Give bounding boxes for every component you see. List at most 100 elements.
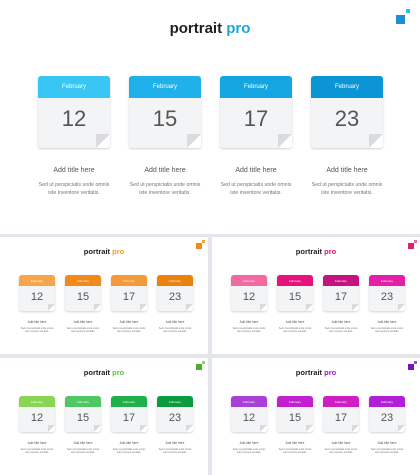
calendar-page-icon: February 15 bbox=[65, 396, 101, 432]
calendar-page-icon: February 23 bbox=[157, 396, 193, 432]
card-description-line: Sed ut perspiciatis unde omnis bbox=[66, 327, 100, 330]
card-description-line: Sed ut perspiciatis unde omnis bbox=[278, 448, 312, 451]
page-curl-cut bbox=[96, 134, 110, 148]
card-title: Add title here bbox=[53, 167, 95, 174]
card-description-line: iste inventore veritatis. bbox=[117, 330, 141, 334]
card-description: Sed ut perspiciatis unde omnis iste inven… bbox=[19, 448, 55, 455]
calendar-page-icon: February 23 bbox=[369, 275, 405, 311]
corner-square-large bbox=[408, 364, 414, 370]
calendar-month: February bbox=[111, 396, 147, 407]
card-title: Add title here bbox=[377, 441, 397, 445]
corner-square-small bbox=[414, 361, 417, 364]
card-description-line: iste inventore veritatis. bbox=[71, 451, 95, 455]
calendar-month: February bbox=[129, 76, 201, 98]
calendar-card: February 17 Add title here Sed ut perspicia… bbox=[323, 396, 359, 455]
slide-purple[interactable]: portrait pro February 12 Add title here Sed … bbox=[212, 358, 420, 475]
calendar-day: 17 bbox=[334, 290, 348, 303]
card-description-line: iste inventore veritatis. bbox=[25, 330, 49, 334]
card-description: Sed ut perspiciatis unde omnis iste inven… bbox=[369, 448, 405, 455]
card-title: Add title here bbox=[119, 441, 139, 445]
page-curl-cut bbox=[398, 425, 405, 432]
calendar-day: 15 bbox=[288, 290, 302, 303]
calendar-month: February bbox=[65, 396, 101, 407]
calendar-month: February bbox=[369, 275, 405, 286]
card-description: Sed ut perspiciatis unde omnis iste inven… bbox=[19, 327, 55, 334]
slide-green[interactable]: portrait pro February 12 Add title here Sed … bbox=[0, 358, 208, 475]
card-description-line: Sed ut perspiciatis unde omnis bbox=[370, 448, 404, 451]
calendar-day: 15 bbox=[152, 106, 178, 131]
card-description-line: Sed ut perspiciatis unde omnis bbox=[324, 327, 358, 330]
calendar-card: February 15 Add title here Sed ut perspicia… bbox=[277, 396, 313, 455]
card-title: Add title here bbox=[73, 320, 93, 324]
calendar-month: February bbox=[323, 275, 359, 286]
calendar-card: February 12 Add title here Sed ut perspicia… bbox=[19, 396, 55, 455]
card-description-line: Sed ut perspiciatis unde omnis bbox=[129, 182, 201, 188]
card-description-line: iste inventore veritatis. bbox=[139, 189, 191, 196]
page-curl-cut bbox=[48, 304, 55, 311]
page-curl-cut bbox=[94, 304, 101, 311]
calendar-page-icon: February 17 bbox=[323, 396, 359, 432]
card-description-line: Sed ut perspiciatis unde omnis bbox=[220, 182, 292, 188]
card-description-line: Sed ut perspiciatis unde omnis bbox=[311, 182, 383, 188]
calendar-day: 17 bbox=[334, 411, 348, 424]
calendar-card: February 23 Add title here Sed ut perspicia… bbox=[369, 275, 405, 334]
card-description-line: iste inventore veritatis. bbox=[375, 330, 399, 334]
page-curl-cut bbox=[306, 304, 313, 311]
card-title: Add title here bbox=[165, 441, 185, 445]
calendar-month: February bbox=[323, 396, 359, 407]
card-description-line: iste inventore veritatis. bbox=[237, 330, 261, 334]
page-curl-cut bbox=[352, 304, 359, 311]
card-description: Sed ut perspiciatis unde omnis iste inven… bbox=[65, 448, 101, 455]
card-description-line: Sed ut perspiciatis unde omnis bbox=[158, 327, 192, 330]
slide-main[interactable]: portrait pro February 12 Add title here Sed … bbox=[0, 0, 420, 234]
brand-title: portrait pro bbox=[0, 247, 208, 256]
calendar-month: February bbox=[38, 76, 110, 98]
card-description: Sed ut perspiciatis unde omnis iste inven… bbox=[231, 448, 267, 455]
calendar-month: February bbox=[157, 275, 193, 286]
card-title: Add title here bbox=[326, 167, 368, 174]
card-title: Add title here bbox=[239, 441, 259, 445]
card-description-line: iste inventore veritatis. bbox=[283, 451, 307, 455]
slide-pink[interactable]: portrait pro February 12 Add title here Sed … bbox=[212, 237, 420, 354]
card-description: Sed ut perspiciatis unde omnis iste inven… bbox=[323, 448, 359, 455]
card-title: Add title here bbox=[285, 320, 305, 324]
calendar-month: February bbox=[19, 275, 55, 286]
card-description-line: iste inventore veritatis. bbox=[329, 330, 353, 334]
calendar-month: February bbox=[19, 396, 55, 407]
corner-square-large bbox=[396, 15, 405, 24]
calendar-card: February 17 Add title here Sed ut perspicia… bbox=[111, 396, 147, 455]
page-curl-cut bbox=[140, 304, 147, 311]
card-description-line: iste inventore veritatis. bbox=[237, 451, 261, 455]
calendar-card: February 23 Add title here Sed ut perspicia… bbox=[311, 76, 383, 197]
calendar-month: February bbox=[277, 396, 313, 407]
card-description: Sed ut perspiciatis unde omnis iste inven… bbox=[311, 182, 383, 197]
card-description: Sed ut perspiciatis unde omnis iste inven… bbox=[157, 448, 193, 455]
brand-title: portrait pro bbox=[212, 247, 420, 256]
card-description: Sed ut perspiciatis unde omnis iste inven… bbox=[277, 448, 313, 455]
card-title: Add title here bbox=[119, 320, 139, 324]
card-title: Add title here bbox=[377, 320, 397, 324]
page-curl-cut bbox=[260, 304, 267, 311]
card-description-line: iste inventore veritatis. bbox=[375, 451, 399, 455]
card-description-line: Sed ut perspiciatis unde omnis bbox=[370, 327, 404, 330]
card-description-line: iste inventore veritatis. bbox=[48, 189, 100, 196]
card-description-line: iste inventore veritatis. bbox=[25, 451, 49, 455]
calendar-card: February 12 Add title here Sed ut perspicia… bbox=[231, 275, 267, 334]
card-description-line: Sed ut perspiciatis unde omnis bbox=[232, 448, 266, 451]
brand-word: portrait bbox=[83, 368, 111, 377]
card-title: Add title here bbox=[165, 320, 185, 324]
calendar-card: February 23 Add title here Sed ut perspicia… bbox=[157, 396, 193, 455]
slide-orange[interactable]: portrait pro February 12 Add title here Sed … bbox=[0, 237, 208, 354]
card-description-line: iste inventore veritatis. bbox=[163, 451, 187, 455]
calendar-card: February 15 Add title here Sed ut perspicia… bbox=[277, 275, 313, 334]
page-curl-cut bbox=[369, 134, 383, 148]
card-description: Sed ut perspiciatis unde omnis iste inven… bbox=[157, 327, 193, 334]
calendar-page-icon: February 15 bbox=[277, 396, 313, 432]
calendar-card: February 15 Add title here Sed ut perspicia… bbox=[65, 275, 101, 334]
brand-word: portrait bbox=[295, 247, 323, 256]
calendar-day: 12 bbox=[242, 411, 256, 424]
calendar-day: 17 bbox=[122, 290, 136, 303]
card-title: Add title here bbox=[73, 441, 93, 445]
calendar-day: 17 bbox=[122, 411, 136, 424]
calendar-month: February bbox=[311, 76, 383, 98]
